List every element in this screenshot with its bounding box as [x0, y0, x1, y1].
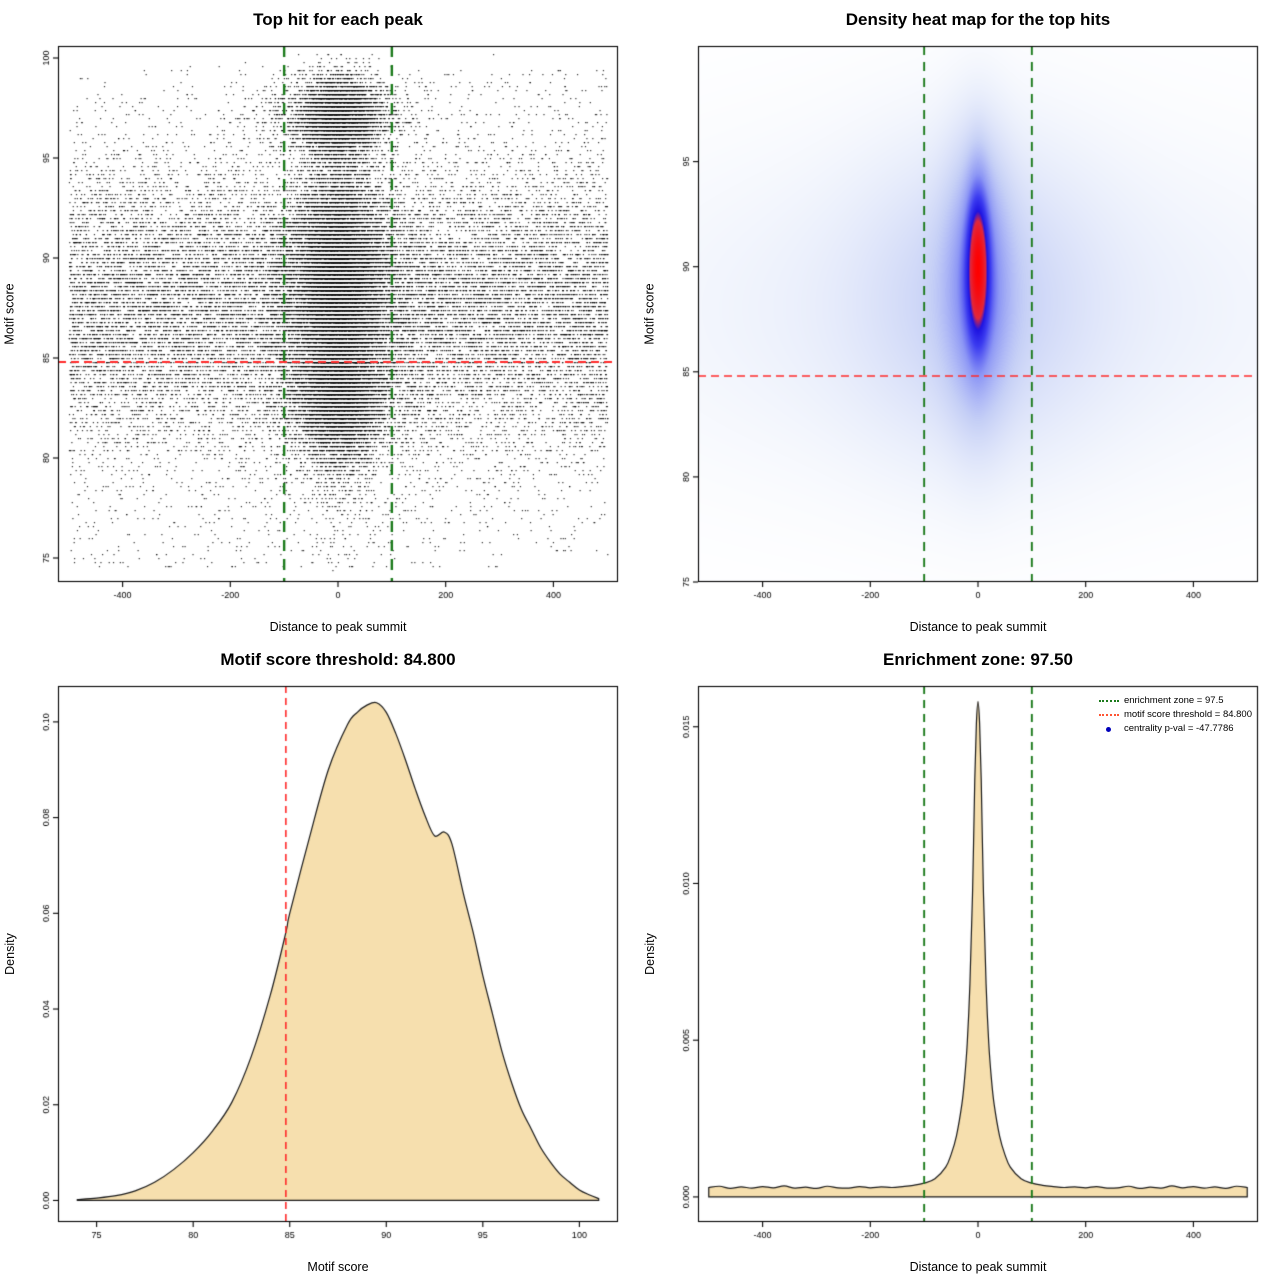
heatmap-xlabel: Distance to peak summit: [909, 620, 1047, 634]
scatter-title: Top hit for each peak: [253, 10, 423, 29]
enrichment-ylabel: Density: [643, 933, 657, 975]
legend-label: motif score threshold = 84.800: [1123, 709, 1252, 720]
legend-item-score-threshold: motif score threshold = 84.800: [1098, 708, 1252, 722]
heatmap-ylabel: Motif score: [643, 283, 658, 345]
enrichment-title: Enrichment zone: 97.50: [883, 650, 1073, 669]
score-density-xlabel: Motif score: [307, 1260, 369, 1274]
score-density-ylabel-wrap: Density: [0, 686, 20, 1222]
heatmap-title: Density heat map for the top hits: [845, 10, 1111, 29]
legend-label: enrichment zone = 97.5: [1123, 695, 1224, 706]
score-density-ylabel: Density: [3, 933, 17, 975]
legend-label: centrality p-val = -47.7786: [1123, 723, 1234, 734]
panel-enrichment-zone: Enrichment zone: 97.50 Density Distance …: [640, 640, 1280, 1280]
score-density-canvas: [0, 640, 640, 1280]
scatter-plot-canvas: [0, 0, 640, 640]
heatmap-ylabel-wrap: Motif score: [640, 46, 660, 582]
heatmap-plot-canvas: [640, 0, 1280, 640]
enrichment-ylabel-wrap: Density: [640, 686, 660, 1222]
enrichment-canvas: [640, 640, 1280, 1280]
legend-item-enrichment-zone: enrichment zone = 97.5: [1098, 694, 1252, 708]
panel-motif-score-density: Motif score threshold: 84.800 Density Mo…: [0, 640, 640, 1280]
panel-density-heatmap: Density heat map for the top hits Motif …: [640, 0, 1280, 640]
scatter-ylabel-wrap: Motif score: [0, 46, 20, 582]
dotted-line-icon: [1098, 714, 1119, 716]
plot-legend: enrichment zone = 97.5 motif score thres…: [1098, 694, 1252, 736]
scatter-xlabel: Distance to peak summit: [269, 620, 407, 634]
scatter-ylabel: Motif score: [3, 283, 18, 345]
point-icon: [1105, 726, 1111, 732]
dotted-line-icon: [1098, 700, 1119, 702]
score-density-title: Motif score threshold: 84.800: [220, 650, 456, 669]
enrichment-xlabel: Distance to peak summit: [909, 1260, 1047, 1274]
legend-item-centrality-pval: centrality p-val = -47.7786: [1099, 722, 1252, 736]
panel-top-hit-scatter: Top hit for each peak Motif score Distan…: [0, 0, 640, 640]
